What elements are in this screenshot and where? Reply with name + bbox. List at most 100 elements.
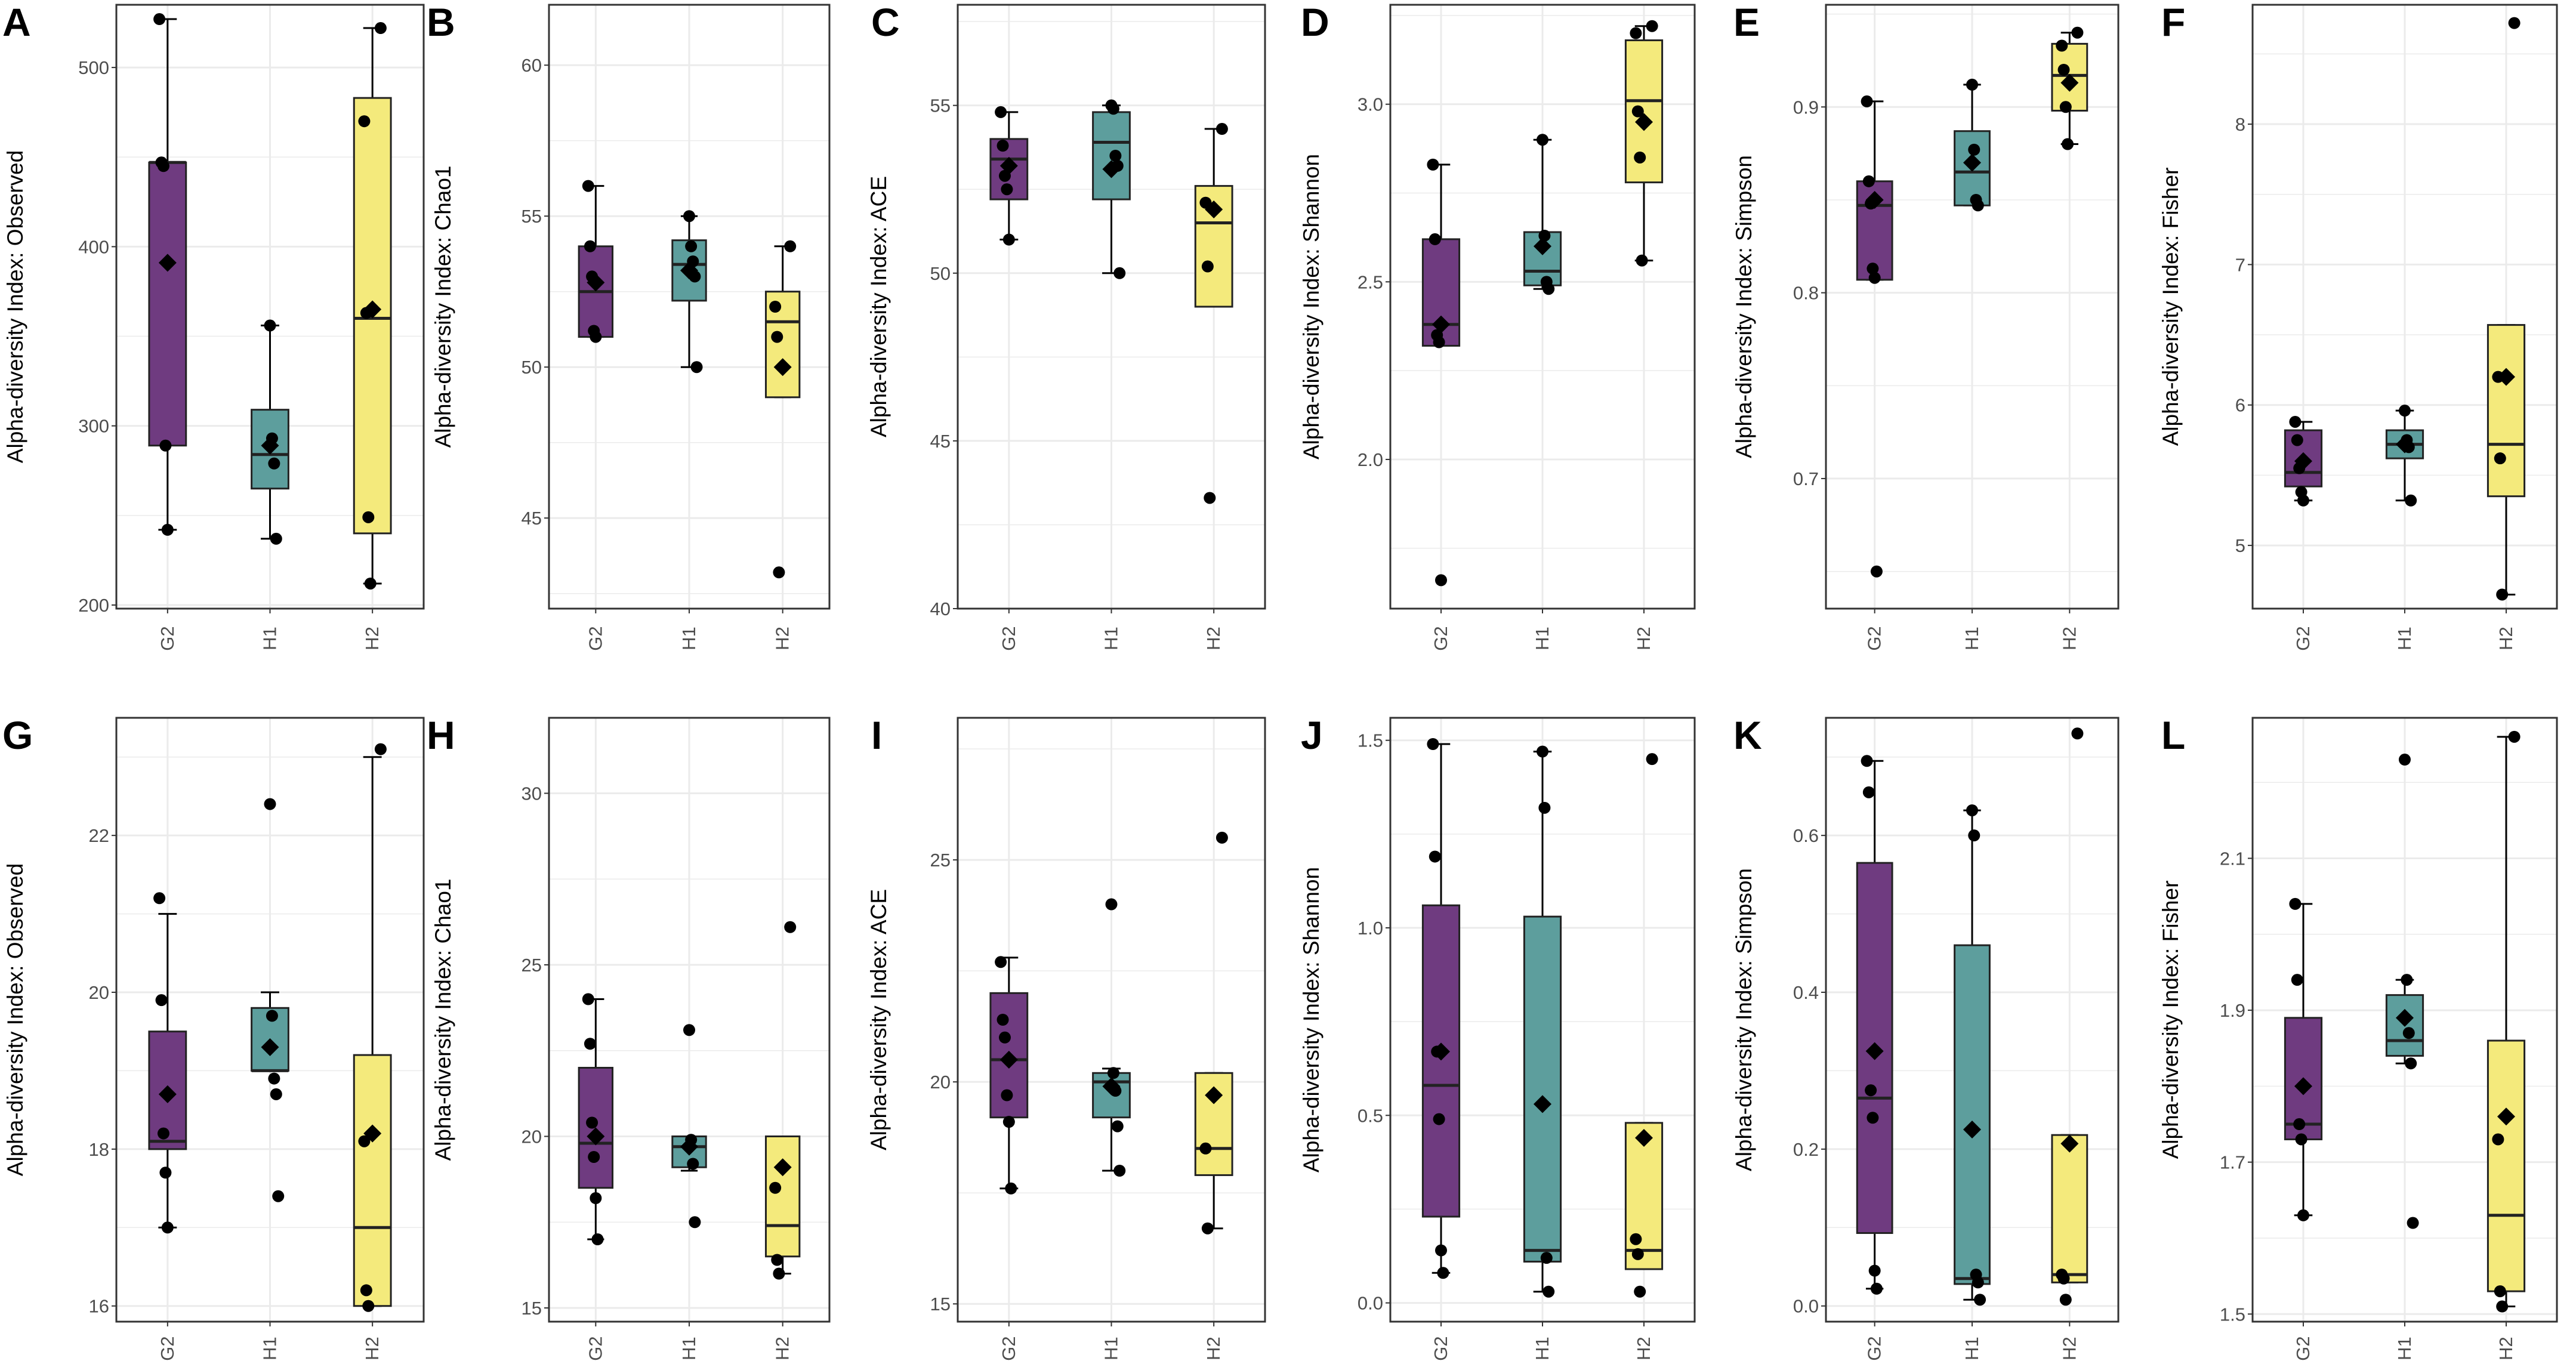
mean-diamond [1102,160,1121,178]
data-point [1107,103,1119,115]
data-point [1002,1116,1015,1128]
data-point [1427,738,1439,750]
chart-b-y-tick-label: 45 [522,508,542,529]
data-point [1215,123,1228,135]
chart-a-y-tick-label: 200 [78,595,109,616]
chart-l-y-tick-label: 1.5 [2220,1304,2245,1325]
chart-f-box-g2 [2284,415,2323,507]
chart-i-panel-border [957,717,1266,1323]
box-body [2486,1039,2526,1292]
data-point [270,532,282,545]
data-point [1868,271,1881,284]
chart-l-y-tick-label: 1.7 [2220,1152,2245,1173]
mean-diamond [1865,190,1884,209]
box-body [1421,904,1461,1218]
mean-diamond [2294,452,2312,470]
data-point [2289,897,2302,910]
chart-j-x-tick-label: H2 [1633,1337,1654,1360]
chart-a-box-h2 [353,22,392,590]
data-point [1861,95,1873,107]
data-point [1215,831,1228,844]
chart-c-box-h2 [1194,123,1233,504]
chart-g-y-tick-label: 22 [89,825,109,846]
data-point [998,1031,1011,1044]
mean-diamond [680,1137,698,1156]
chart-i-x-tick-label: G2 [998,1336,1019,1360]
chart-b-box-h2 [764,240,801,579]
chart-b-x-tick-label: H2 [772,627,793,650]
chart-f: 5 6 7 8 G2 H1 H2 Alpha-diversity Index: Fisher F [2158,0,2558,651]
data-point [1972,199,1984,212]
data-point [2295,1133,2307,1146]
data-point [1631,1248,1644,1260]
chart-e-y-axis-label: Alpha-diversity Index: Simpson [1732,155,1756,458]
data-point [1201,1222,1214,1235]
mean-diamond [2294,1077,2312,1096]
chart-a-x-tick-label: G2 [157,626,178,650]
data-point [784,240,797,252]
box-body [764,1135,801,1258]
chart-e-box-h1 [1954,78,1991,212]
chart-c-y-tick-label: 55 [930,95,951,116]
data-point [1199,1142,1212,1155]
data-point [155,994,168,1007]
chart-g-x-tick-label: H2 [362,1337,382,1360]
data-point [2057,63,2070,76]
chart-l-panel-letter: L [2161,713,2185,757]
chart-a-panel-letter: A [2,0,31,44]
data-point [2062,138,2074,150]
data-point [1636,254,1648,267]
chart-b-y-tick-label: 55 [522,206,542,227]
box-body [2051,1134,2088,1283]
chart-h-box-g2 [578,993,614,1245]
data-point [1634,151,1646,163]
data-point [1109,150,1122,162]
mean-diamond [1963,1121,1981,1138]
chart-k-y-tick-label: 0.2 [1793,1139,1819,1160]
data-point [1966,804,1978,817]
data-point [2492,1133,2504,1146]
mean-diamond [999,1050,1018,1069]
chart-k-box-h1 [1954,804,1991,1306]
chart-c-x-tick-label: H1 [1101,627,1122,650]
data-point [362,511,375,523]
data-point [360,1284,372,1297]
data-point [1433,1113,1445,1125]
chart-g-y-tick-label: 20 [89,982,109,1003]
chart-d-x-tick-label: H2 [1633,627,1654,650]
data-point [161,1221,174,1234]
chart-c-x-tick-label: G2 [998,626,1019,650]
chart-i-y-tick-label: 25 [930,850,951,871]
chart-k-x-tick-label: H2 [2059,1337,2080,1360]
data-point [2056,39,2068,52]
box-body [2284,429,2323,487]
mean-diamond [363,300,382,319]
box-body [2486,324,2526,498]
chart-e-box-g2 [1856,95,1893,578]
chart-a-x-tick-label: H1 [260,627,280,650]
box-body [1194,185,1233,308]
chart-a-y-axis-label: Alpha-diversity Index: Observed [3,150,27,463]
data-point [1437,1267,1449,1279]
chart-d-box-h2 [1624,20,1664,267]
mean-diamond [2396,435,2414,453]
mean-diamond [2060,1134,2079,1153]
chart-i-y-tick-label: 20 [930,1072,951,1093]
chart-f-panel-border [2251,4,2558,610]
chart-b-y-axis-label: Alpha-diversity Index: Chao1 [431,165,455,448]
chart-i-x-tick-label: H2 [1203,1337,1224,1360]
chart-d-y-tick-label: 2.0 [1358,449,1383,470]
chart-g: 16 18 20 22 G2 H1 H2 Alpha-diversity Index: Obs… [2,713,425,1361]
data-point [1433,336,1445,348]
data-point [2494,1285,2506,1298]
data-point [2059,101,2072,113]
chart-h-box-h1 [671,1024,707,1229]
data-point [689,1216,701,1229]
chart-j-panel-border [1389,717,1696,1323]
data-point [2071,727,2084,740]
mean-diamond [1432,315,1450,334]
data-point [1870,565,1883,578]
mean-diamond [2497,1107,2515,1126]
data-point [773,566,785,579]
chart-a-y-tick-label: 300 [78,416,109,437]
